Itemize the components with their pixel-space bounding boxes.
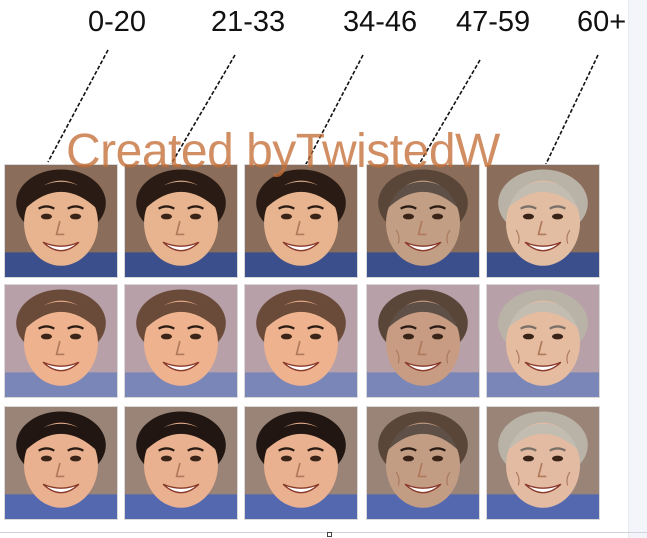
connector-line-60-plus [544, 54, 599, 167]
age-label-21-33: 21-33 [211, 6, 286, 38]
age-label-60-plus: 60+ [577, 6, 627, 38]
face-image [124, 164, 238, 278]
face-image [366, 284, 480, 398]
resize-handle[interactable] [327, 532, 332, 537]
face-image [486, 164, 600, 278]
face-image [486, 406, 600, 520]
age-label-0-20: 0-20 [88, 6, 147, 38]
selection-border [0, 532, 647, 533]
connector-line-47-59 [417, 59, 481, 167]
face-image [124, 284, 238, 398]
face-image [4, 406, 118, 520]
age-label-47-59: 47-59 [456, 6, 531, 38]
connector-line-21-33 [169, 54, 236, 167]
face-image [486, 284, 600, 398]
face-image [4, 164, 118, 278]
connector-line-34-46 [304, 54, 364, 167]
face-image [124, 406, 238, 520]
face-image [244, 164, 358, 278]
connector-line-0-20 [47, 49, 109, 163]
face-image [366, 164, 480, 278]
face-image [244, 284, 358, 398]
age-label-34-46: 34-46 [343, 6, 418, 38]
window-edge [628, 0, 647, 538]
face-image [244, 406, 358, 520]
face-image [366, 406, 480, 520]
face-image [4, 284, 118, 398]
